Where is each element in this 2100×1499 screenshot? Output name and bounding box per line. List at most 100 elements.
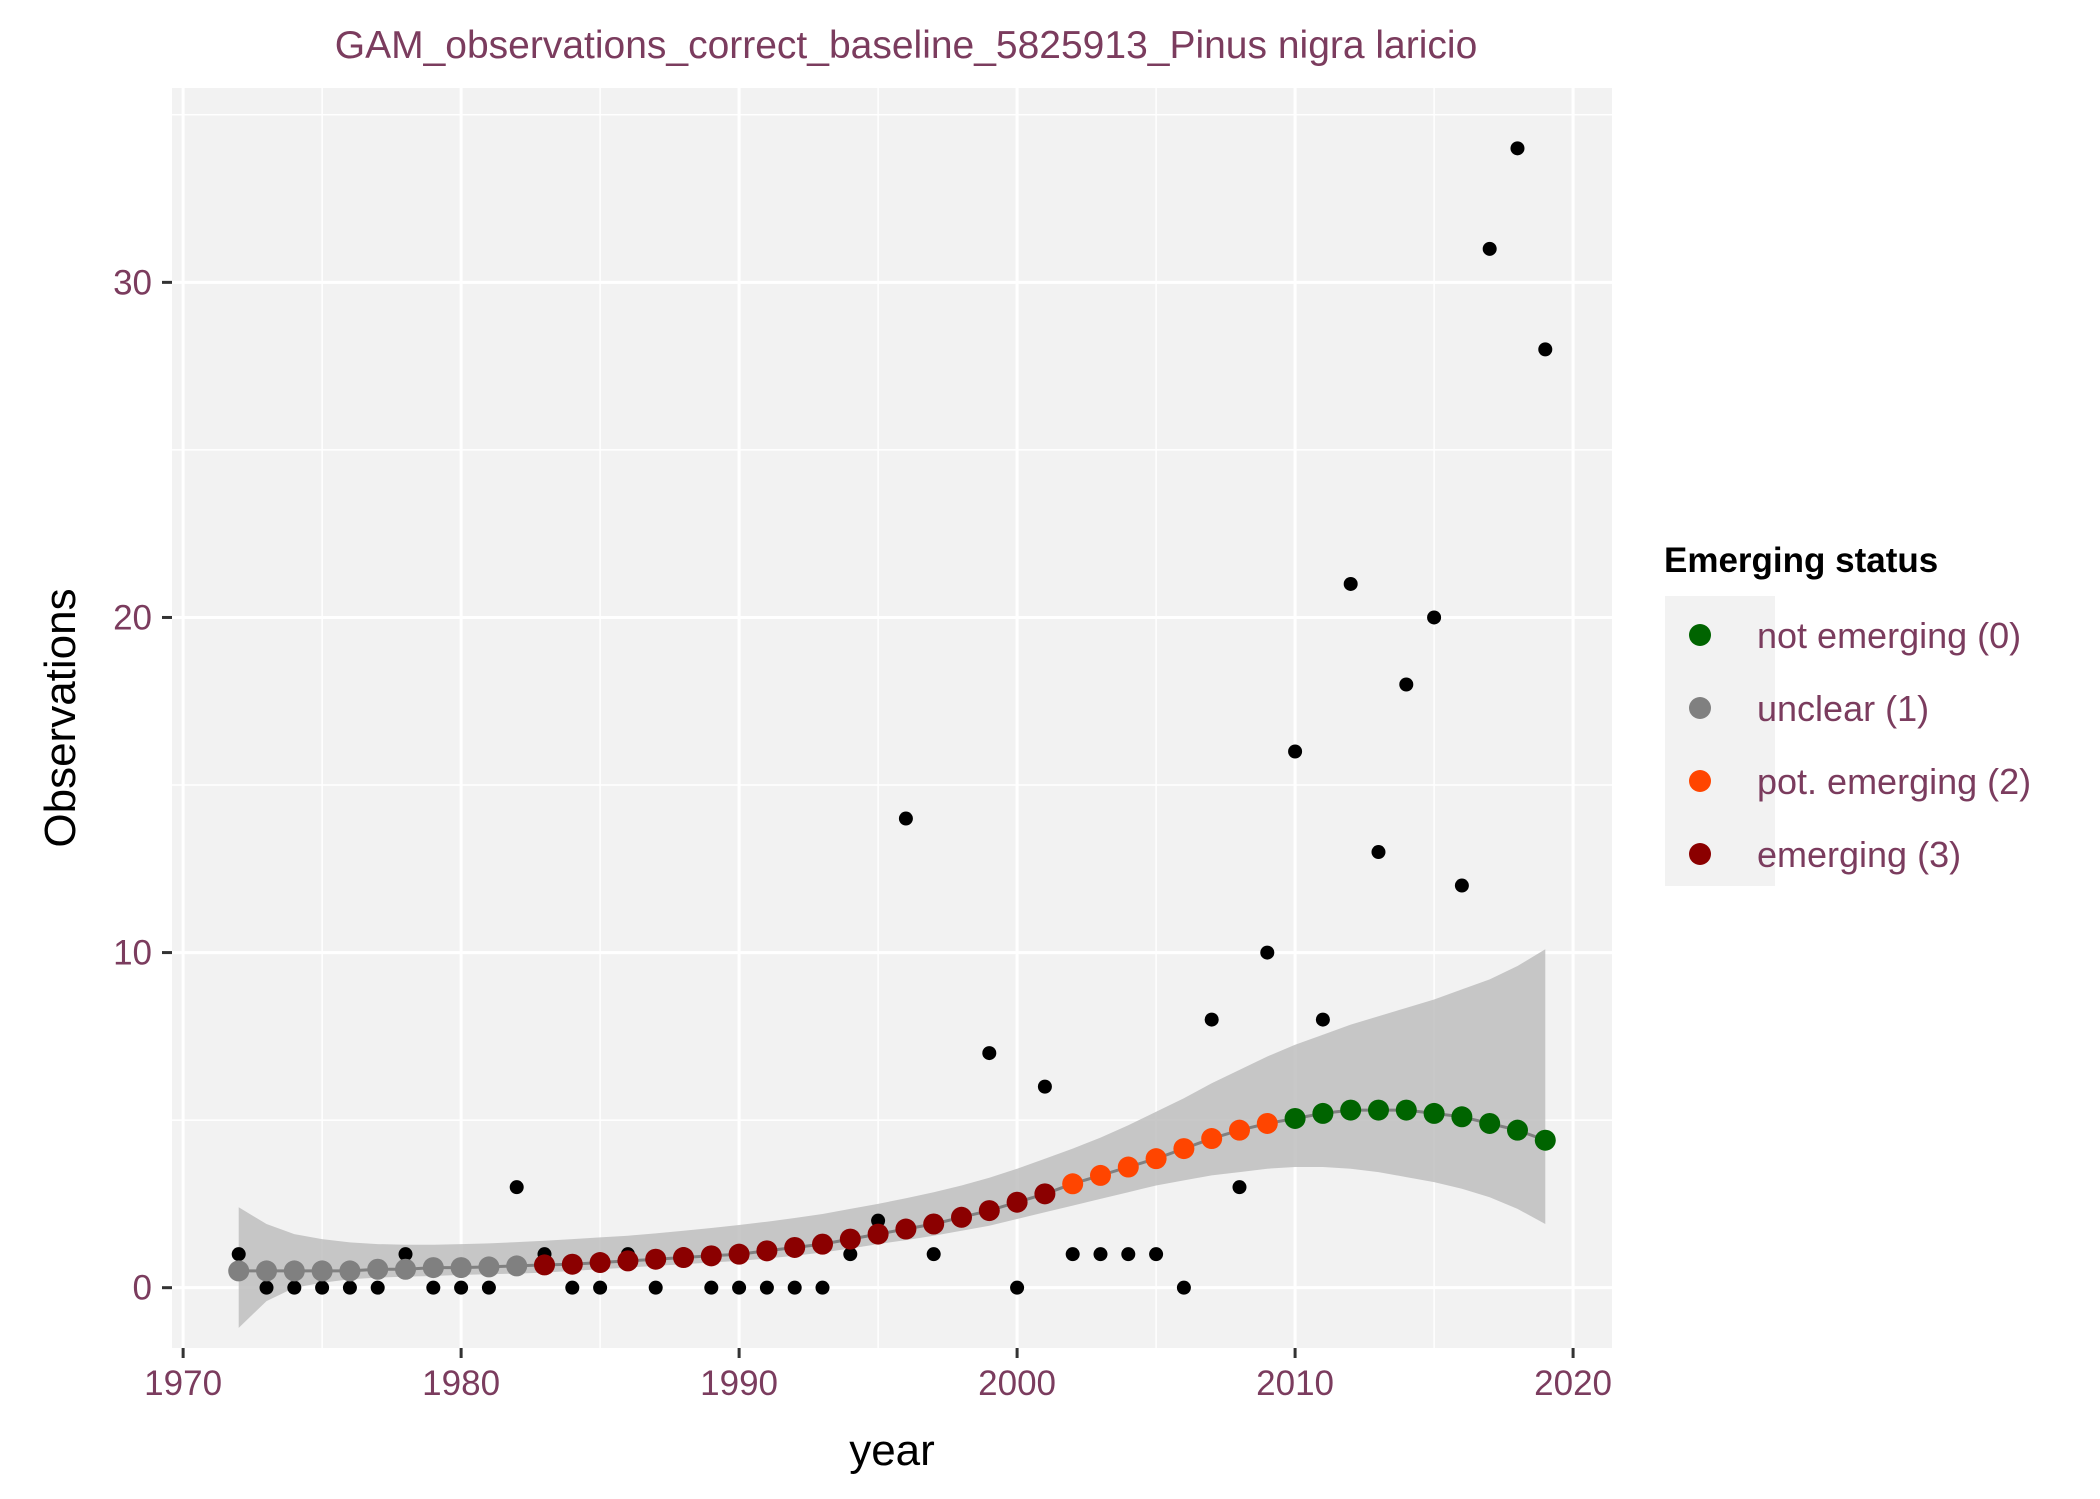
observation-point — [787, 1280, 802, 1295]
fitted-point — [700, 1245, 722, 1267]
observation-point — [1427, 610, 1442, 625]
observation-point — [1121, 1247, 1136, 1262]
observation-point — [1510, 141, 1525, 156]
fitted-point — [1451, 1106, 1473, 1128]
fitted-point — [839, 1228, 861, 1250]
fitted-point — [617, 1250, 639, 1272]
fitted-point — [978, 1200, 1000, 1222]
fitted-point — [1534, 1129, 1556, 1151]
fitted-point — [1145, 1148, 1167, 1170]
x-axis-title: year — [849, 1426, 935, 1475]
observation-point — [1065, 1247, 1080, 1262]
observation-point — [1037, 1079, 1052, 1094]
fitted-point — [1117, 1156, 1139, 1178]
legend-label: pot. emerging (2) — [1757, 761, 2031, 802]
observation-point — [370, 1280, 385, 1295]
observation-point — [1482, 241, 1497, 256]
grid-lines — [172, 88, 1612, 1348]
x-tick-label: 1970 — [144, 1364, 222, 1403]
fitted-point — [311, 1260, 333, 1282]
legend-entries: not emerging (0) unclear (1) pot. emerging… — [1689, 615, 2031, 875]
observation-point — [732, 1280, 747, 1295]
fitted-point — [1395, 1099, 1417, 1121]
fitted-point — [895, 1218, 917, 1240]
observation-point — [1315, 1012, 1330, 1027]
fitted-point — [1256, 1112, 1278, 1134]
fitted-point — [256, 1260, 278, 1282]
fitted-point — [228, 1260, 250, 1282]
y-tick-label: 20 — [113, 598, 152, 637]
fitted-point — [589, 1252, 611, 1274]
legend: Emerging status not emerging (0) unclear … — [1664, 541, 2031, 886]
fitted-point — [339, 1260, 361, 1282]
x-tick-label: 1990 — [700, 1364, 778, 1403]
observation-point — [1010, 1280, 1025, 1295]
legend-label: emerging (3) — [1757, 834, 1961, 875]
fitted-point — [1312, 1102, 1334, 1124]
fitted-point — [923, 1213, 945, 1235]
observation-point — [593, 1280, 608, 1295]
legend-key — [1689, 624, 1711, 646]
observation-point — [1260, 945, 1275, 960]
fitted-point — [450, 1257, 472, 1279]
observation-point — [982, 1046, 997, 1061]
x-tick-label: 2000 — [978, 1364, 1056, 1403]
y-tick-label: 10 — [113, 934, 152, 973]
observation-point — [1399, 677, 1414, 692]
observation-point — [565, 1280, 580, 1295]
observation-point — [843, 1247, 858, 1262]
legend-key — [1689, 770, 1711, 792]
y-tick-label: 30 — [113, 263, 152, 302]
observation-point — [426, 1280, 441, 1295]
observation-point — [315, 1280, 330, 1295]
fitted-point — [784, 1236, 806, 1258]
fitted-point — [728, 1243, 750, 1265]
fitted-point — [645, 1248, 667, 1270]
observation-point — [1288, 744, 1303, 759]
fitted-point — [812, 1233, 834, 1255]
observation-point — [1343, 576, 1358, 591]
x-tick-label: 2010 — [1256, 1364, 1334, 1403]
legend-key — [1689, 697, 1711, 719]
observation-point — [1149, 1247, 1164, 1262]
fitted-points — [228, 1099, 1556, 1282]
legend-key-background — [1665, 596, 1775, 886]
fitted-point — [1367, 1099, 1389, 1121]
fitted-point — [756, 1240, 778, 1262]
fitted-point — [1228, 1119, 1250, 1141]
fitted-point — [1173, 1138, 1195, 1160]
fitted-point — [534, 1254, 556, 1276]
y-axis-title: Observations — [36, 588, 85, 847]
observation-point — [759, 1280, 774, 1295]
observation-point — [898, 811, 913, 826]
fitted-point — [1062, 1173, 1084, 1195]
observation-point — [926, 1247, 941, 1262]
observation-point — [509, 1180, 524, 1195]
observation-point — [1232, 1180, 1247, 1195]
fitted-point — [1034, 1183, 1056, 1205]
observation-point — [1454, 878, 1469, 893]
fitted-point — [1506, 1119, 1528, 1141]
observation-point — [454, 1280, 469, 1295]
observation-point — [815, 1280, 830, 1295]
x-tick-label: 2020 — [1534, 1364, 1612, 1403]
legend-key — [1689, 843, 1711, 865]
fitted-point — [1006, 1191, 1028, 1213]
observation-point — [342, 1280, 357, 1295]
confidence-ribbon-layer — [238, 949, 1546, 1328]
observation-point — [1371, 845, 1386, 860]
fitted-point — [561, 1253, 583, 1275]
observation-point — [398, 1247, 413, 1262]
fitted-point — [950, 1206, 972, 1228]
observation-point — [481, 1280, 496, 1295]
observation-point — [1538, 342, 1553, 357]
fitted-point — [1423, 1102, 1445, 1124]
fitted-point — [1089, 1164, 1111, 1186]
fitted-point — [422, 1257, 444, 1279]
y-tick-label: 0 — [133, 1269, 152, 1308]
observation-point — [648, 1280, 663, 1295]
observation-point — [287, 1280, 302, 1295]
fitted-point — [395, 1258, 417, 1280]
observation-point — [259, 1280, 274, 1295]
x-tick-label: 1980 — [422, 1364, 500, 1403]
